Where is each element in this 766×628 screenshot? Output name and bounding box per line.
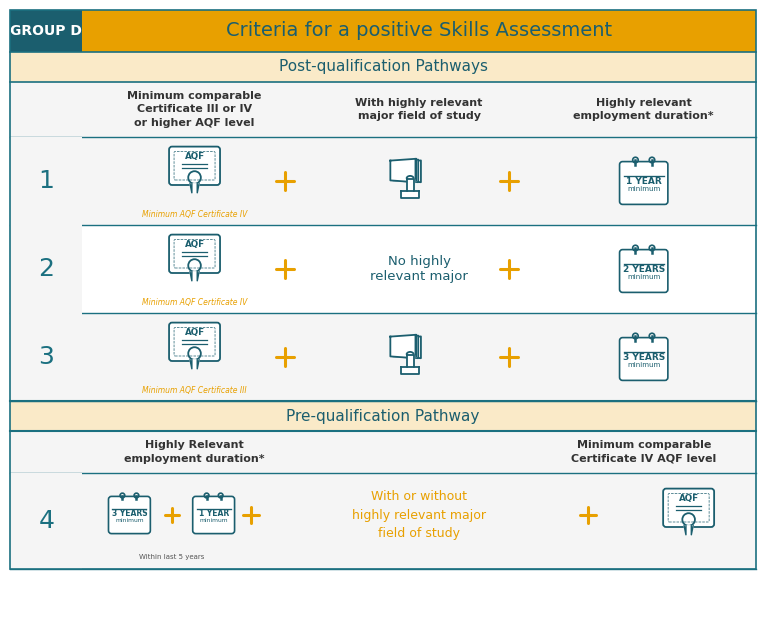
Polygon shape xyxy=(407,178,414,191)
Text: minimum: minimum xyxy=(627,362,660,369)
FancyBboxPatch shape xyxy=(10,473,82,569)
Text: Minimum AQF Certificate IV: Minimum AQF Certificate IV xyxy=(142,210,247,219)
Polygon shape xyxy=(190,184,199,193)
FancyBboxPatch shape xyxy=(10,313,756,401)
FancyBboxPatch shape xyxy=(169,146,220,185)
Text: 3 YEARS: 3 YEARS xyxy=(623,353,665,362)
Text: AQF: AQF xyxy=(185,153,205,161)
Text: GROUP D: GROUP D xyxy=(10,24,82,38)
FancyBboxPatch shape xyxy=(10,473,756,569)
Text: AQF: AQF xyxy=(679,494,699,503)
Text: 3: 3 xyxy=(38,345,54,369)
FancyBboxPatch shape xyxy=(169,235,220,273)
Polygon shape xyxy=(407,355,414,367)
Text: No highly
relevant major: No highly relevant major xyxy=(370,255,468,283)
Polygon shape xyxy=(391,159,415,182)
FancyBboxPatch shape xyxy=(10,225,82,313)
Text: 2: 2 xyxy=(38,257,54,281)
FancyBboxPatch shape xyxy=(620,161,668,204)
Text: Minimum AQF Certificate IV: Minimum AQF Certificate IV xyxy=(142,298,247,306)
FancyBboxPatch shape xyxy=(10,137,756,225)
FancyBboxPatch shape xyxy=(620,338,668,381)
Text: Minimum comparable
Certificate IV AQF level: Minimum comparable Certificate IV AQF le… xyxy=(571,440,716,463)
Polygon shape xyxy=(190,360,199,369)
Polygon shape xyxy=(401,191,419,198)
Text: Pre-qualification Pathway: Pre-qualification Pathway xyxy=(286,408,480,423)
Polygon shape xyxy=(190,272,199,281)
Text: Minimum AQF Certificate III: Minimum AQF Certificate III xyxy=(142,386,247,394)
FancyBboxPatch shape xyxy=(663,489,714,527)
Polygon shape xyxy=(393,335,418,358)
Text: 1: 1 xyxy=(38,169,54,193)
Text: With highly relevant
major field of study: With highly relevant major field of stud… xyxy=(355,98,483,121)
Text: 3 YEARS: 3 YEARS xyxy=(112,509,147,518)
FancyBboxPatch shape xyxy=(109,496,150,534)
Text: 2 YEARS: 2 YEARS xyxy=(623,264,665,274)
FancyBboxPatch shape xyxy=(193,496,234,534)
Polygon shape xyxy=(396,337,421,358)
Text: minimum: minimum xyxy=(627,274,660,281)
Text: AQF: AQF xyxy=(185,328,205,337)
Polygon shape xyxy=(393,160,418,182)
Text: minimum: minimum xyxy=(199,518,228,523)
Text: AQF: AQF xyxy=(185,241,205,249)
Text: With or without
highly relevant major
field of study: With or without highly relevant major fi… xyxy=(352,490,486,539)
FancyBboxPatch shape xyxy=(10,10,82,52)
Text: 1 YEAR: 1 YEAR xyxy=(198,509,229,518)
FancyBboxPatch shape xyxy=(10,401,756,431)
FancyBboxPatch shape xyxy=(169,323,220,361)
FancyBboxPatch shape xyxy=(10,137,82,225)
FancyBboxPatch shape xyxy=(10,313,82,401)
Text: Highly Relevant
employment duration*: Highly Relevant employment duration* xyxy=(124,440,265,463)
Polygon shape xyxy=(396,160,421,182)
FancyBboxPatch shape xyxy=(10,431,756,473)
Text: Criteria for a positive Skills Assessment: Criteria for a positive Skills Assessmen… xyxy=(226,21,612,40)
FancyBboxPatch shape xyxy=(10,10,756,52)
Polygon shape xyxy=(391,335,415,358)
Text: Post-qualification Pathways: Post-qualification Pathways xyxy=(279,60,488,75)
Text: Within last 5 years: Within last 5 years xyxy=(139,554,205,560)
Text: 1 YEAR: 1 YEAR xyxy=(626,176,662,186)
Polygon shape xyxy=(684,526,693,535)
Text: Highly relevant
employment duration*: Highly relevant employment duration* xyxy=(574,98,714,121)
FancyBboxPatch shape xyxy=(620,249,668,293)
FancyBboxPatch shape xyxy=(10,225,756,313)
Text: Minimum comparable
Certificate III or IV
or higher AQF level: Minimum comparable Certificate III or IV… xyxy=(127,91,262,127)
Text: minimum: minimum xyxy=(115,518,144,523)
FancyBboxPatch shape xyxy=(10,52,756,82)
Text: minimum: minimum xyxy=(627,187,660,192)
FancyBboxPatch shape xyxy=(10,82,756,137)
Polygon shape xyxy=(401,367,419,374)
Text: 4: 4 xyxy=(38,509,54,533)
